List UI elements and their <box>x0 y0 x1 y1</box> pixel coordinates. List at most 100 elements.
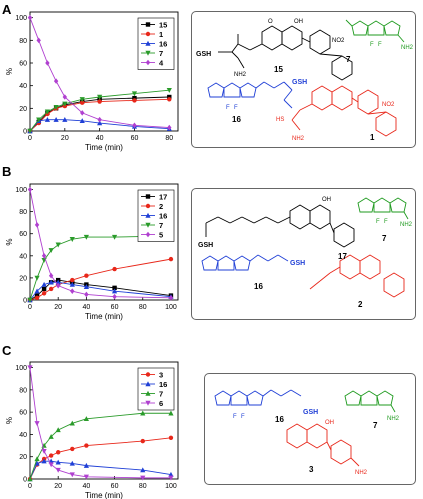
legend-marker-b-4 <box>145 231 151 238</box>
data-point-a-4-6 <box>97 116 102 123</box>
data-point-c-0-6 <box>84 443 89 448</box>
scheme-b-17-gsh: GSH <box>198 242 213 249</box>
scheme-b-7-f1: F <box>376 219 380 225</box>
legend-label-b-0: 17 <box>159 192 167 201</box>
x-tick-label-a-40: 40 <box>96 135 104 142</box>
data-point-b-4-2 <box>41 253 47 259</box>
data-point-a-0-7 <box>132 95 137 101</box>
y-tick-label-a-100: 100 <box>15 15 27 22</box>
data-point-c-0-3 <box>48 453 54 458</box>
data-point-b-0-2 <box>41 286 47 292</box>
scheme-a-16-f1: F <box>226 105 230 111</box>
data-point-a-1-6 <box>97 99 102 104</box>
y-tick-label-c-100: 100 <box>15 365 27 372</box>
data-point-b-4-7 <box>112 293 117 300</box>
data-point-a-2-3 <box>53 116 59 122</box>
plot-frame-b <box>29 183 179 301</box>
scheme-a-15-no2: NO2 <box>332 38 345 44</box>
data-point-a-2-5 <box>79 118 85 123</box>
data-point-b-0-1 <box>34 293 40 298</box>
data-point-b-1-3 <box>48 286 54 292</box>
data-point-c-2-6 <box>83 416 89 422</box>
scheme-box-b: OH GSH NH2 F F GSH 17 7 <box>191 188 416 320</box>
scheme-b-label-7: 7 <box>382 234 387 243</box>
y-tick-label-a-40: 40 <box>19 83 27 90</box>
legend-marker-c-1 <box>145 381 151 387</box>
y-tick-label-b-40: 40 <box>19 253 27 260</box>
scheme-a-label-15: 15 <box>274 65 283 74</box>
data-point-c-3-8 <box>168 475 174 481</box>
y-tick-label-b-0: 0 <box>23 298 27 305</box>
panel-letter-a: A <box>2 2 12 17</box>
legend-marker-c-3 <box>145 400 151 406</box>
legend-label-b-4: 5 <box>159 230 163 239</box>
legend-marker-a-1 <box>145 31 151 37</box>
series-line-b-1 <box>29 258 172 301</box>
scheme-b-label-2: 2 <box>358 300 363 309</box>
data-point-c-2-7 <box>140 410 146 416</box>
x-tick-label-a-80: 80 <box>165 135 173 142</box>
legend-marker-b-1 <box>145 203 151 209</box>
data-point-c-3-5 <box>69 472 75 478</box>
data-point-a-3-8 <box>166 88 172 93</box>
y-tick-label-a-20: 20 <box>19 106 27 113</box>
scheme-a-15-gsh: GSH <box>196 51 211 58</box>
y-tick-label-b-60: 60 <box>19 231 27 238</box>
y-tick-label-a-60: 60 <box>19 61 27 68</box>
data-point-b-4-4 <box>55 282 61 289</box>
data-point-c-2-0 <box>27 476 33 482</box>
data-point-c-3-6 <box>83 474 89 480</box>
scheme-a-15-nh2: NH2 <box>234 72 247 78</box>
data-point-c-3-7 <box>140 475 146 481</box>
x-axis-label-b: Time (min) <box>85 312 123 321</box>
data-point-c-0-5 <box>70 446 75 452</box>
scheme-b-16-gsh: GSH <box>290 260 305 267</box>
legend-marker-b-3 <box>145 222 151 228</box>
x-tick-label-b-20: 20 <box>54 304 62 311</box>
data-point-b-1-5 <box>70 277 75 283</box>
data-point-c-2-3 <box>48 433 54 439</box>
data-point-a-4-2 <box>45 60 50 66</box>
scheme-a-1-nh2: NH2 <box>292 136 305 142</box>
scheme-a-15-oh: OH <box>294 19 303 25</box>
scheme-a-16-gsh: GSH <box>292 79 307 86</box>
x-tick-label-b-80: 80 <box>139 304 147 311</box>
legend-marker-b-2 <box>145 212 151 218</box>
data-point-b-4-0 <box>27 186 33 193</box>
data-point-c-1-2 <box>41 458 47 464</box>
data-point-c-2-8 <box>168 410 174 416</box>
legend-marker-a-4 <box>145 59 151 66</box>
data-point-b-3-7 <box>111 234 118 240</box>
data-point-c-0-7 <box>140 438 145 444</box>
scheme-c-label-7: 7 <box>373 421 378 430</box>
data-point-c-1-7 <box>140 467 146 473</box>
x-tick-label-c-20: 20 <box>54 483 62 490</box>
data-point-c-1-4 <box>55 459 61 465</box>
data-point-a-4-0 <box>27 14 33 21</box>
data-point-a-2-6 <box>97 120 103 126</box>
data-point-b-3-1 <box>34 275 40 281</box>
data-point-a-4-8 <box>167 124 172 131</box>
scheme-c-3-nh2: NH2 <box>355 470 368 476</box>
data-point-b-4-3 <box>48 272 54 279</box>
x-tick-label-a-60: 60 <box>131 135 139 142</box>
y-tick-label-a-0: 0 <box>23 129 27 136</box>
legend-label-b-1: 2 <box>159 202 163 211</box>
data-point-b-4-1 <box>34 222 40 228</box>
legend-marker-b-0 <box>145 194 151 199</box>
scheme-a-16-f2: F <box>234 105 238 111</box>
data-point-c-1-1 <box>34 460 40 466</box>
x-axis-label-a: Time (min) <box>85 143 123 152</box>
data-point-b-1-6 <box>84 273 89 278</box>
x-tick-label-b-0: 0 <box>28 304 32 311</box>
data-point-b-4-5 <box>70 288 75 294</box>
scheme-c-7-nh2: NH2 <box>387 416 400 422</box>
x-tick-label-a-0: 0 <box>28 135 32 142</box>
legend-label-a-0: 15 <box>159 20 167 29</box>
data-point-a-3-6 <box>97 94 103 100</box>
data-point-a-1-7 <box>132 98 137 103</box>
scheme-c-structures: GSH F F NH2 OH NH2 16 7 3 <box>214 389 400 476</box>
scheme-a-7-nh2: NH2 <box>401 45 414 51</box>
data-point-a-3-2 <box>44 109 51 115</box>
scheme-a-label-1: 1 <box>370 133 375 142</box>
